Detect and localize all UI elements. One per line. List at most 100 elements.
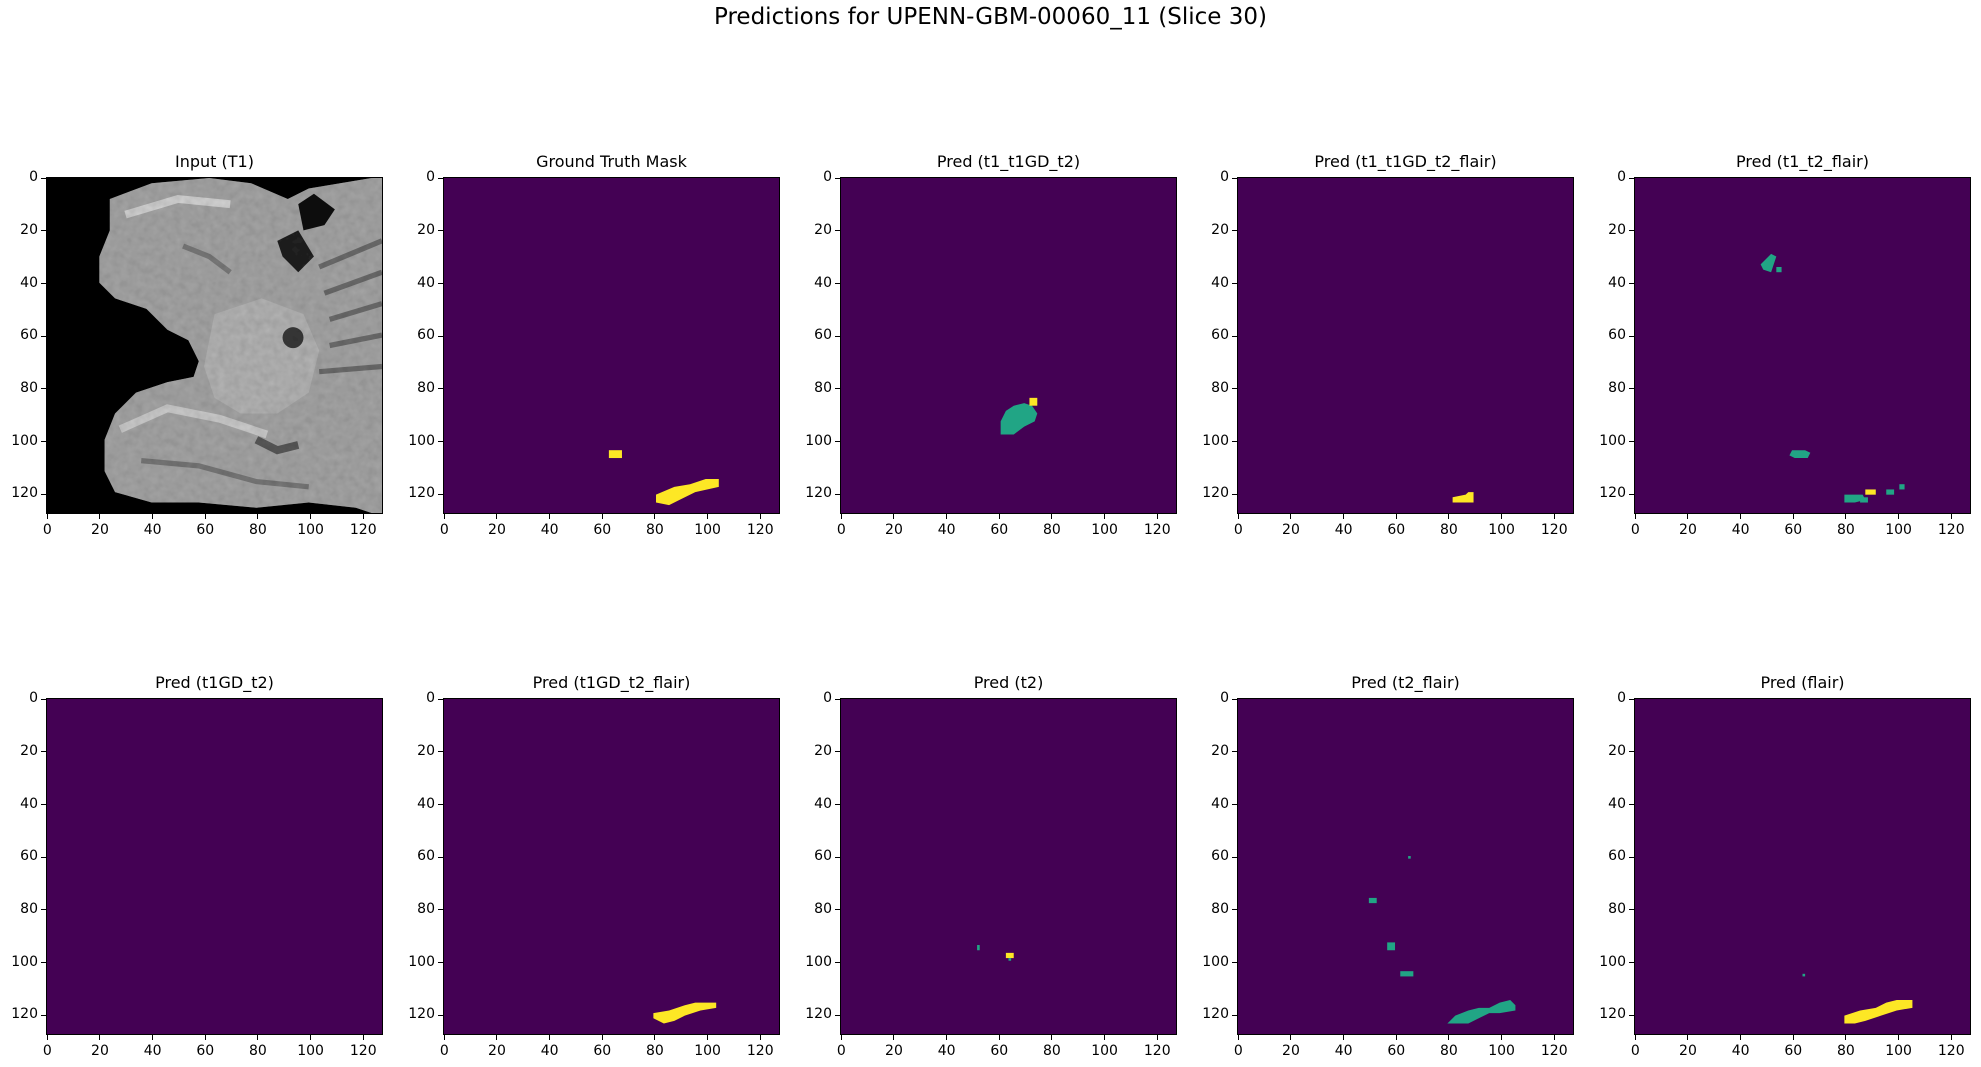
x-tick-label: 40 bbox=[540, 1043, 559, 1059]
x-tick-mark bbox=[1792, 1035, 1794, 1040]
y-tick-label: 40 bbox=[1608, 274, 1626, 291]
x-tick-label: 100 bbox=[694, 522, 721, 538]
y-tick-label: 100 bbox=[1202, 953, 1229, 970]
x-tick-label: 120 bbox=[349, 1043, 377, 1059]
y-tick-mark bbox=[835, 856, 840, 858]
y-tick-label: 80 bbox=[20, 900, 38, 917]
x-tick-mark bbox=[1501, 514, 1503, 519]
x-tick-mark bbox=[1395, 514, 1397, 519]
segmentation-mask bbox=[1237, 177, 1574, 514]
x-tick-mark bbox=[1553, 514, 1555, 519]
x-tick-mark bbox=[1687, 1035, 1689, 1040]
mri-image bbox=[46, 177, 383, 514]
x-tick-label: 0 bbox=[439, 1043, 449, 1059]
y-tick-label: 20 bbox=[20, 221, 38, 238]
y-tick-label: 100 bbox=[408, 432, 435, 449]
y-tick-mark bbox=[438, 804, 443, 806]
x-tick-mark bbox=[1051, 1035, 1053, 1040]
y-tick-label: 120 bbox=[1202, 1006, 1229, 1023]
x-tick-label: 100 bbox=[1091, 1043, 1118, 1059]
y-tick-mark bbox=[1629, 698, 1634, 700]
x-tick-label: 60 bbox=[1784, 522, 1803, 538]
y-tick-label: 100 bbox=[408, 953, 435, 970]
x-tick-mark bbox=[496, 514, 498, 519]
segmentation-mask bbox=[443, 177, 780, 514]
y-tick-label: 20 bbox=[417, 221, 435, 238]
x-tick-mark bbox=[654, 1035, 656, 1040]
x-tick-mark bbox=[443, 514, 445, 519]
x-tick-mark bbox=[1845, 1035, 1847, 1040]
y-tick-mark bbox=[835, 698, 840, 700]
y-tick-mark bbox=[41, 804, 46, 806]
y-tick-label: 80 bbox=[417, 379, 435, 396]
x-tick-mark bbox=[893, 514, 895, 519]
y-tick-mark bbox=[835, 751, 840, 753]
y-tick-mark bbox=[835, 804, 840, 806]
x-tick-mark bbox=[1898, 514, 1900, 519]
x-tick-mark bbox=[362, 514, 364, 519]
x-tick-mark bbox=[1156, 1035, 1158, 1040]
y-tick-label: 120 bbox=[1599, 1006, 1626, 1023]
x-tick-mark bbox=[1634, 1035, 1636, 1040]
y-tick-label: 20 bbox=[417, 742, 435, 759]
y-tick-mark bbox=[438, 493, 443, 495]
y-tick-mark bbox=[1232, 698, 1237, 700]
x-tick-label: 120 bbox=[1937, 522, 1965, 538]
y-tick-mark bbox=[1232, 441, 1237, 443]
x-tick-mark bbox=[549, 514, 551, 519]
y-tick-mark bbox=[41, 230, 46, 232]
x-tick-mark bbox=[257, 514, 259, 519]
y-tick-mark bbox=[1629, 804, 1634, 806]
x-tick-mark bbox=[1553, 1035, 1555, 1040]
x-tick-label: 80 bbox=[249, 522, 267, 538]
x-tick-mark bbox=[1501, 1035, 1503, 1040]
y-tick-mark bbox=[1232, 493, 1237, 495]
x-tick-mark bbox=[1950, 514, 1952, 519]
y-tick-label: 100 bbox=[11, 432, 38, 449]
y-tick-mark bbox=[1629, 441, 1634, 443]
y-tick-label: 60 bbox=[814, 848, 832, 865]
x-tick-mark bbox=[1104, 1035, 1106, 1040]
x-tick-label: 80 bbox=[1043, 522, 1061, 538]
x-tick-label: 80 bbox=[249, 1043, 267, 1059]
y-tick-mark bbox=[1629, 962, 1634, 964]
y-tick-mark bbox=[1232, 909, 1237, 911]
x-tick-label: 20 bbox=[1679, 1043, 1697, 1059]
x-tick-label: 60 bbox=[593, 522, 612, 538]
y-tick-label: 40 bbox=[814, 795, 832, 812]
y-tick-mark bbox=[1232, 751, 1237, 753]
x-tick-mark bbox=[99, 514, 101, 519]
y-tick-label: 80 bbox=[417, 900, 435, 917]
x-tick-label: 20 bbox=[885, 522, 903, 538]
y-tick-label: 0 bbox=[1617, 169, 1626, 186]
y-tick-label: 40 bbox=[20, 274, 38, 291]
y-tick-label: 40 bbox=[1608, 795, 1626, 812]
x-tick-mark bbox=[601, 1035, 603, 1040]
x-tick-label: 40 bbox=[1731, 522, 1750, 538]
y-tick-mark bbox=[1232, 335, 1237, 337]
x-tick-label: 100 bbox=[297, 522, 324, 538]
x-tick-mark bbox=[204, 514, 206, 519]
x-tick-label: 40 bbox=[937, 1043, 956, 1059]
x-tick-mark bbox=[707, 1035, 709, 1040]
x-tick-label: 60 bbox=[196, 522, 215, 538]
x-tick-mark bbox=[1104, 514, 1106, 519]
x-tick-label: 0 bbox=[1233, 1043, 1243, 1059]
y-tick-mark bbox=[438, 909, 443, 911]
y-tick-label: 0 bbox=[823, 690, 832, 707]
x-tick-label: 120 bbox=[1540, 522, 1568, 538]
x-tick-label: 100 bbox=[1091, 522, 1118, 538]
panel-title: Pred (flair) bbox=[1760, 673, 1845, 692]
x-tick-label: 20 bbox=[488, 1043, 506, 1059]
x-tick-mark bbox=[998, 1035, 1000, 1040]
segmentation-mask bbox=[1634, 177, 1971, 514]
x-tick-mark bbox=[1740, 1035, 1742, 1040]
y-tick-mark bbox=[1629, 177, 1634, 179]
y-tick-mark bbox=[835, 1014, 840, 1016]
y-tick-label: 60 bbox=[417, 848, 435, 865]
y-tick-mark bbox=[1232, 388, 1237, 390]
y-tick-mark bbox=[835, 962, 840, 964]
y-tick-label: 80 bbox=[814, 900, 832, 917]
x-tick-mark bbox=[46, 514, 48, 519]
panel-title: Pred (t1_t2_flair) bbox=[1736, 152, 1869, 171]
